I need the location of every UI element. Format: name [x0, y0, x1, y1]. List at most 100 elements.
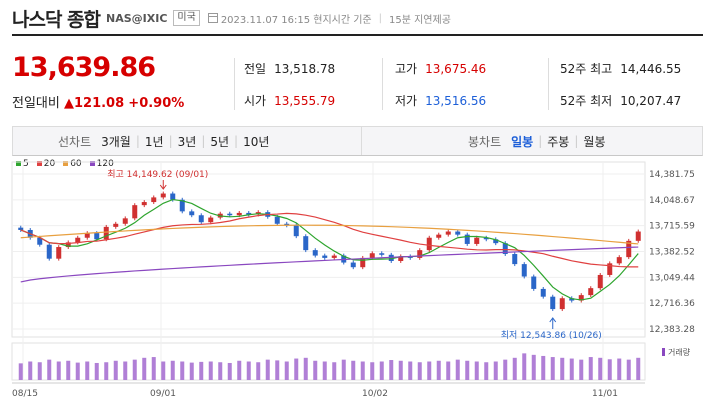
candle-body [189, 211, 195, 216]
volume-frame [11, 342, 646, 381]
volume-bar [332, 362, 337, 380]
candle-body [37, 237, 43, 245]
stat-low: 저가 13,516.56 [395, 92, 486, 109]
volume-bar [455, 359, 460, 380]
volume-bar [322, 361, 327, 380]
candle-body [445, 231, 451, 235]
volume-bar [512, 357, 517, 380]
volume-bar [493, 361, 498, 380]
high-arrow-icon [159, 184, 167, 190]
legend-ma5[interactable]: 5 [16, 159, 29, 169]
period-1y[interactable]: 1년 [144, 134, 164, 149]
divider: | [574, 134, 579, 148]
volume-bar [560, 357, 565, 380]
legend-ma20[interactable]: 20 [36, 159, 55, 169]
volume-bar [56, 361, 61, 380]
period-5y[interactable]: 5년 [210, 134, 230, 149]
volume-bar [484, 362, 489, 380]
legend-label: 60 [70, 159, 82, 169]
candle-body [303, 236, 309, 251]
period-3m[interactable]: 3개월 [101, 134, 131, 149]
volume-bar [541, 355, 546, 380]
stat-value: 13,518.78 [274, 61, 336, 76]
legend-swatch [89, 161, 95, 166]
legend-ma60[interactable]: 60 [63, 159, 82, 169]
stat-label: 52주 최저 [560, 94, 613, 108]
candle-body [483, 237, 489, 240]
divider [548, 58, 549, 110]
period-10y[interactable]: 10년 [243, 134, 270, 149]
index-code: NAS@IXIC [106, 11, 168, 25]
volume-bar [379, 361, 384, 380]
price-change: 전일대비 ▲121.08 +0.90% [12, 92, 184, 111]
volume-bar [66, 360, 71, 380]
volume-bar [341, 359, 346, 380]
volume-bar [351, 360, 356, 380]
volume-bar [218, 362, 223, 380]
period-daily[interactable]: 일봉 [511, 134, 534, 149]
candle-body [417, 250, 423, 258]
legend-swatch [63, 161, 69, 166]
stat-prev: 전일 13,518.78 [244, 60, 335, 77]
candle-body [18, 227, 24, 230]
volume-bar [94, 362, 99, 380]
change-value: 121.08 [73, 96, 125, 111]
volume-legend-swatch [662, 348, 665, 356]
volume-bar [370, 362, 375, 380]
x-tick-label: 10/02 [362, 389, 388, 399]
candle-body [160, 193, 166, 198]
volume-bar [189, 362, 194, 380]
y-tick-label: 13,049.44 [649, 273, 695, 283]
stat-open: 시가 13,555.79 [244, 92, 335, 109]
volume-bar [303, 357, 308, 380]
volume-bar [436, 360, 441, 380]
volume-bar [161, 361, 166, 380]
y-tick-label: 14,048.67 [649, 196, 695, 206]
volume-bar [446, 361, 451, 380]
volume-bar [398, 360, 403, 380]
volume-bar [85, 361, 90, 380]
candle-body [208, 217, 214, 223]
volume-bar [75, 362, 80, 380]
y-tick-label: 14,381.75 [649, 170, 695, 180]
candle-body [550, 296, 556, 310]
candle-body [578, 295, 584, 301]
stat-label: 52주 최고 [560, 62, 613, 76]
period-3y[interactable]: 3년 [177, 134, 197, 149]
x-tick-label: 11/01 [592, 389, 618, 399]
candle-body [246, 212, 252, 215]
change-percent: +0.90% [128, 96, 185, 111]
line-chart-tab[interactable]: 선차트 [58, 134, 92, 149]
candle-body [84, 233, 90, 238]
candle-body [626, 240, 632, 258]
volume-bar [142, 357, 147, 380]
header: 나스닥 종합 NAS@IXIC 미국 2023.11.07 16:15 현지시간… [12, 6, 451, 31]
candle-body [293, 225, 299, 237]
candle-chart-tab[interactable]: 봉차트 [468, 134, 502, 149]
candle-body [198, 215, 204, 223]
candle-body [179, 199, 185, 212]
timestamp-info: 2023.11.07 16:15 현지시간 기준 | 15분 지연제공 [207, 11, 451, 26]
ma5-line [20, 198, 639, 301]
low-arrow-icon [549, 317, 557, 323]
stat-label: 시가 [244, 94, 267, 108]
candle-body [132, 205, 138, 219]
volume-bar [427, 361, 432, 380]
y-tick-label: 13,715.59 [649, 222, 695, 232]
stat-value: 14,446.55 [620, 61, 682, 76]
candle-body [455, 231, 461, 235]
candle-chart-group: 봉차트 일봉 | 주봉 | 월봉 [463, 127, 611, 155]
candle-body [94, 233, 100, 240]
candle-body [521, 264, 527, 277]
current-price: 13,639.86 [12, 52, 156, 83]
stat-value: 13,675.46 [425, 61, 487, 76]
candle-body [122, 218, 128, 224]
candle-body [464, 234, 470, 244]
legend-ma120[interactable]: 120 [89, 159, 114, 169]
chart-toolbar: 선차트 3개월 | 1년 | 3년 | 5년 | 10년 봉차트 일봉 | 주봉… [12, 126, 703, 156]
period-weekly[interactable]: 주봉 [547, 134, 570, 149]
period-monthly[interactable]: 월봉 [583, 134, 606, 149]
stat-52w-high: 52주 최고 14,446.55 [560, 60, 681, 77]
volume-bar [617, 358, 622, 380]
